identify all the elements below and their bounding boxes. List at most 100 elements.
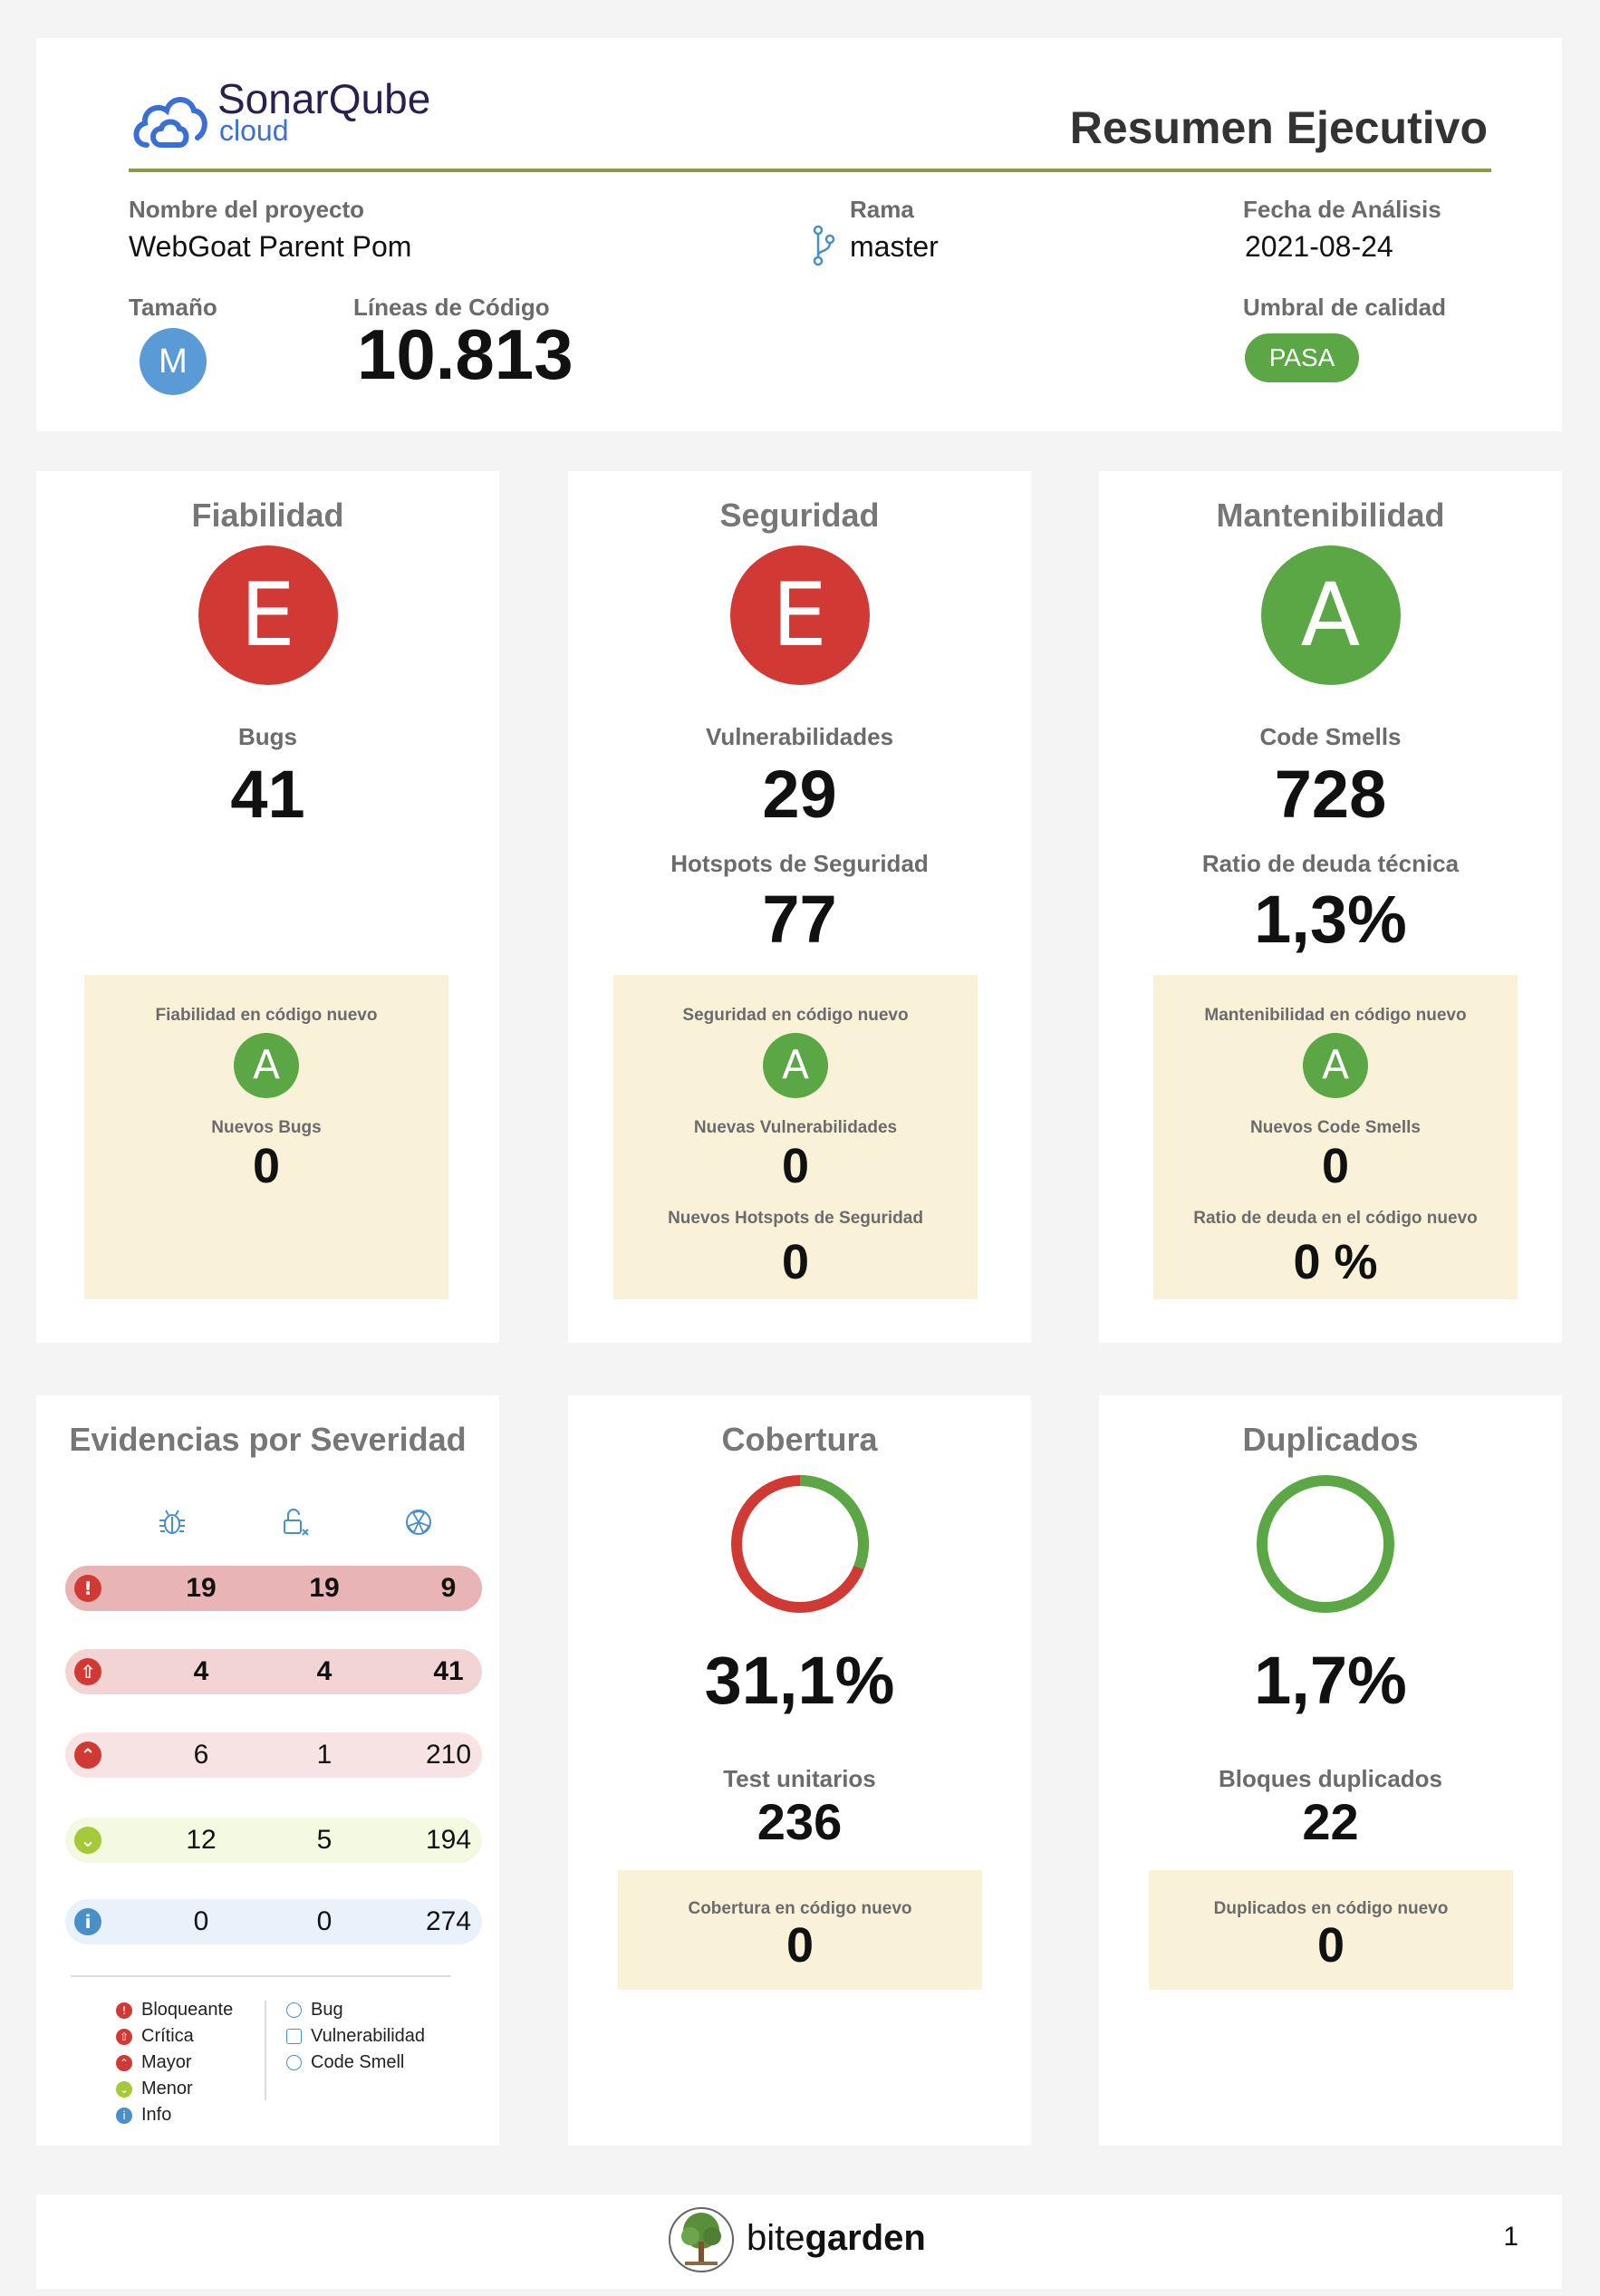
- unit-tests-value: 236: [757, 1793, 843, 1850]
- reliability-new-code-box: Fiabilidad en código nuevo A Nuevos Bugs…: [84, 975, 448, 1299]
- brand-prefix: bite: [747, 2218, 805, 2258]
- legend-code-smell: Code Smell: [311, 2052, 405, 2072]
- critical-icon: ⇧: [74, 1658, 101, 1685]
- legend-critical: Crítica: [141, 2026, 194, 2046]
- reliability-new-title: Fiabilidad en código nuevo: [155, 1006, 378, 1025]
- coverage-covered-arc: [731, 1475, 869, 1613]
- severity-card: Evidencias por Severidad ! 19 19 9 ⇧ 4 4…: [36, 1395, 499, 2146]
- coverage-new-title: Cobertura en código nuevo: [688, 1899, 912, 1918]
- legend-minor: Menor: [141, 2079, 193, 2098]
- quality-gate-label: Umbral de calidad: [1243, 294, 1446, 321]
- security-title: Seguridad: [719, 497, 880, 534]
- coverage-new-value: 0: [786, 1918, 814, 1973]
- technical-debt-ratio-value: 1,3%: [1254, 882, 1407, 957]
- page-number: 1: [1503, 2222, 1518, 2252]
- new-vulnerabilities-label: Nuevas Vulnerabilidades: [693, 1118, 898, 1137]
- footer-card: bitegarden 1: [36, 2195, 1562, 2289]
- code-smell-icon: [286, 2055, 302, 2071]
- footer-brand: bitegarden: [747, 2218, 926, 2259]
- critical-bug-count: 4: [193, 1656, 209, 1686]
- duplications-donut: [1257, 1475, 1394, 1613]
- branch-value: master: [850, 230, 939, 263]
- duplicated-blocks-value: 22: [1302, 1793, 1359, 1850]
- size-label: Tamaño: [129, 294, 217, 321]
- reliability-title: Fiabilidad: [191, 497, 344, 534]
- security-new-code-box: Seguridad en código nuevo A Nuevas Vulne…: [613, 975, 978, 1299]
- project-name-value: WebGoat Parent Pom: [129, 230, 412, 263]
- info-icon: i: [74, 1908, 101, 1935]
- blocker-bug-count: 19: [186, 1573, 217, 1603]
- duplications-title: Duplicados: [1242, 1421, 1419, 1458]
- lines-of-code-value: 10.813: [357, 314, 573, 394]
- new-debt-ratio-value: 0 %: [1293, 1235, 1378, 1289]
- maintainability-new-title: Mantenibilidad en código nuevo: [1204, 1006, 1467, 1025]
- legend-vulnerability: Vulnerabilidad: [311, 2026, 426, 2046]
- maintainability-new-grade: A: [1303, 1033, 1368, 1098]
- bugs-value: 41: [230, 757, 305, 832]
- report-title: Resumen Ejecutivo: [1069, 102, 1488, 153]
- legend-blocker: Bloqueante: [141, 2000, 234, 2020]
- major-code-smell-count: 210: [425, 1740, 472, 1770]
- coverage-value: 31,1%: [704, 1643, 895, 1718]
- coverage-card: Cobertura 31,1% Test unitarios 236 Cober…: [568, 1395, 1031, 2146]
- vulnerabilities-value: 29: [762, 757, 837, 832]
- duplications-new-title: Duplicados en código nuevo: [1213, 1899, 1449, 1918]
- major-vulnerability-count: 1: [316, 1740, 333, 1770]
- duplications-new-value: 0: [1316, 1918, 1345, 1973]
- severity-row-major: ⌃ 6 1 210: [65, 1732, 482, 1778]
- vulnerabilities-label: Vulnerabilidades: [705, 723, 894, 750]
- security-hotspots-label: Hotspots de Seguridad: [670, 850, 929, 877]
- severity-row-minor: ⌄ 12 5 194: [65, 1818, 482, 1863]
- new-security-hotspots-label: Nuevos Hotspots de Seguridad: [668, 1209, 923, 1228]
- new-code-smells-label: Nuevos Code Smells: [1250, 1118, 1421, 1137]
- new-code-smells-value: 0: [1321, 1139, 1350, 1193]
- security-new-grade: A: [763, 1033, 828, 1098]
- bug-icon: [159, 1510, 185, 1534]
- maintainability-title: Mantenibilidad: [1216, 497, 1445, 534]
- analysis-date-value: 2021-08-24: [1245, 230, 1393, 263]
- info-vulnerability-count: 0: [316, 1906, 333, 1936]
- minor-bug-count: 12: [186, 1825, 217, 1855]
- legend-bug: Bug: [311, 2000, 343, 2020]
- analysis-date-label: Fecha de Análisis: [1243, 196, 1441, 223]
- blocker-code-smell-count: 9: [440, 1573, 457, 1603]
- severity-row-blocker: ! 19 19 9: [65, 1566, 482, 1611]
- vulnerability-icon: [284, 1509, 309, 1536]
- bitegarden-tree-logo-icon: [669, 2207, 734, 2272]
- major-icon: ⌃: [116, 2054, 132, 2071]
- security-grade: E: [729, 545, 870, 685]
- severity-row-info: i 0 0 274: [65, 1899, 482, 1944]
- legend-types: Bug Vulnerabilidad Code Smell: [286, 1997, 425, 2076]
- info-code-smell-count: 274: [425, 1906, 472, 1936]
- security-hotspots-value: 77: [762, 882, 837, 957]
- header-card: SonarQube cloud Resumen Ejecutivo Nombre…: [36, 38, 1562, 431]
- duplications-new-code-box: Duplicados en código nuevo 0: [1149, 1870, 1513, 1990]
- reliability-grade: E: [198, 545, 338, 685]
- coverage-new-code-box: Cobertura en código nuevo 0: [618, 1870, 982, 1990]
- duplications-ring: [1257, 1475, 1394, 1613]
- lines-of-code-label: Líneas de Código: [353, 294, 550, 321]
- maintainability-new-code-box: Mantenibilidad en código nuevo A Nuevos …: [1153, 975, 1518, 1299]
- legend-major: Mayor: [141, 2052, 192, 2072]
- code-smell-icon: [406, 1510, 431, 1535]
- major-icon: ⌃: [74, 1741, 101, 1769]
- minor-code-smell-count: 194: [425, 1825, 472, 1855]
- code-smells-value: 728: [1274, 757, 1387, 832]
- header-divider: [129, 169, 1491, 172]
- duplications-card: Duplicados 1,7% Bloques duplicados 22 Du…: [1099, 1395, 1562, 2146]
- maintainability-grade: A: [1260, 545, 1401, 685]
- legend-separator: [265, 2001, 266, 2100]
- duplications-value: 1,7%: [1254, 1643, 1407, 1718]
- minor-vulnerability-count: 5: [316, 1825, 333, 1855]
- new-vulnerabilities-value: 0: [781, 1139, 810, 1193]
- security-card: Seguridad E Vulnerabilidades 29 Hotspots…: [568, 471, 1031, 1343]
- code-smells-label: Code Smells: [1259, 723, 1402, 750]
- critical-code-smell-count: 41: [433, 1656, 464, 1686]
- branch-icon: [813, 225, 835, 266]
- blocker-icon: !: [74, 1575, 101, 1602]
- major-bug-count: 6: [193, 1740, 209, 1770]
- branch-label: Rama: [850, 196, 914, 223]
- legend-severities: ! Bloqueante ⇧ Crítica ⌃ Mayor ⌄ Menor i Info: [116, 1997, 233, 2128]
- blocker-icon: !: [116, 2002, 132, 2019]
- security-new-title: Seguridad en código nuevo: [682, 1006, 909, 1025]
